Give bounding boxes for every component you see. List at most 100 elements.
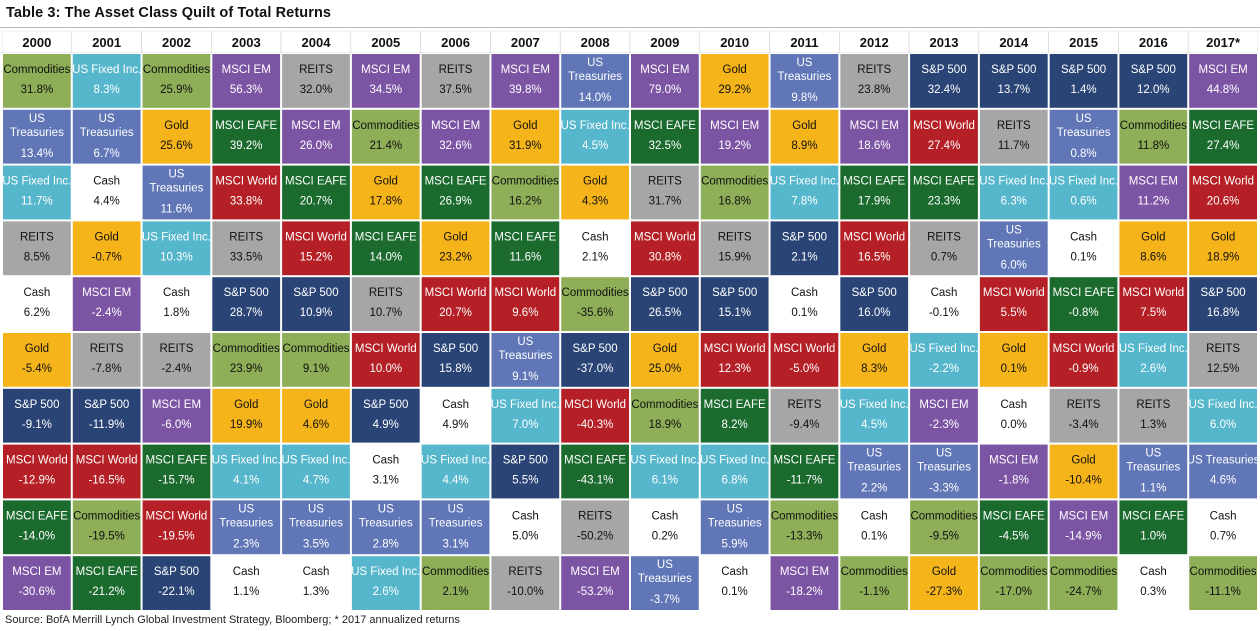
quilt-cell	[420, 555, 491, 611]
asset-name: REITS	[439, 64, 473, 76]
return-value: 16.2%	[509, 196, 542, 208]
asset-name: MSCI EM	[640, 64, 689, 76]
quilt-cell	[2, 53, 72, 109]
asset-name: Commodities	[213, 343, 280, 355]
return-value: -16.5%	[88, 475, 124, 487]
return-value: 9.1%	[303, 363, 329, 375]
return-value: 12.5%	[1207, 363, 1240, 375]
return-value: 15.8%	[439, 363, 472, 375]
return-value: 1.8%	[163, 307, 189, 319]
asset-name: REITS	[1206, 343, 1240, 355]
asset-name: MSCI EAFE	[215, 120, 277, 132]
quilt-cell	[141, 220, 212, 277]
return-value: 39.8%	[509, 84, 542, 96]
quilt-cell	[1048, 555, 1119, 611]
asset-name: MSCI World	[1053, 343, 1115, 355]
asset-name: US Fixed Inc.	[281, 455, 350, 467]
return-value: 4.1%	[233, 475, 259, 487]
return-value: 2.6%	[373, 586, 399, 598]
quilt-cell	[2, 499, 72, 556]
return-value: -18.2%	[786, 586, 822, 598]
title-divider	[0, 27, 1260, 28]
asset-name: MSCI EAFE	[425, 176, 487, 188]
return-value: -9.5%	[929, 530, 959, 542]
return-value: -11.7%	[787, 475, 823, 487]
return-value: -3.7%	[650, 594, 680, 606]
return-value: 18.9%	[1207, 251, 1240, 263]
asset-name: MSCI EM	[919, 399, 968, 411]
asset-name: US Fixed Inc.	[72, 64, 141, 76]
asset-name: Commodities	[980, 566, 1047, 578]
quilt-cell	[141, 53, 212, 109]
asset-name: REITS	[718, 231, 752, 243]
asset-name: MSCI EAFE	[285, 176, 347, 188]
asset-name: REITS	[997, 120, 1031, 132]
asset-name: US Fixed Inc.	[491, 399, 560, 411]
return-value: 5.0%	[512, 530, 538, 542]
quilt-cell	[141, 499, 212, 556]
quilt-cell	[630, 387, 700, 444]
quilt-cell	[350, 555, 421, 611]
return-value: 11.6%	[509, 251, 541, 263]
return-value: -4.5%	[999, 530, 1029, 542]
quilt-cell	[909, 53, 979, 109]
asset-name: MSCI World	[983, 287, 1045, 299]
asset-name: US Fixed Inc.	[979, 176, 1048, 188]
asset-name: Commodities	[143, 64, 210, 76]
return-value: 19.2%	[718, 140, 751, 152]
return-value: -2.4%	[92, 307, 122, 319]
quilt-cell	[1188, 108, 1258, 165]
quilt-cell	[350, 443, 421, 500]
return-value: 0.1%	[1001, 363, 1027, 375]
quilt-cell	[490, 276, 561, 332]
quilt-cell	[350, 164, 421, 221]
asset-name: Gold	[583, 176, 607, 188]
asset-name: US	[657, 559, 673, 571]
quilt-cell	[420, 164, 491, 221]
return-value: 2.1%	[791, 251, 817, 263]
asset-name: Treasuries	[708, 517, 762, 529]
return-value: 5.5%	[1001, 307, 1027, 319]
return-value: 4.5%	[582, 140, 608, 152]
asset-name: US	[378, 503, 394, 515]
quilt-cell	[769, 276, 840, 332]
asset-name: Commodities	[1190, 566, 1257, 578]
return-value: 14.0%	[579, 92, 612, 104]
quilt-cell	[1048, 53, 1119, 109]
return-value: -0.7%	[92, 251, 122, 263]
asset-name: Treasuries	[498, 350, 552, 362]
return-value: 21.4%	[369, 140, 402, 152]
asset-name: Treasuries	[10, 127, 64, 139]
quilt-cell	[699, 108, 770, 165]
quilt-cell	[978, 332, 1049, 388]
asset-name: MSCI World	[355, 343, 417, 355]
quilt-cell	[71, 443, 142, 500]
quilt-cell	[420, 220, 491, 277]
asset-name: US	[168, 169, 184, 181]
year-label: 2011	[790, 35, 818, 50]
asset-name: REITS	[508, 566, 542, 578]
quilt-cell	[211, 387, 282, 444]
return-value: -1.8%	[999, 475, 1029, 487]
return-value: 0.3%	[1140, 586, 1166, 598]
return-value: 27.4%	[928, 140, 961, 152]
return-value: 10.7%	[369, 307, 402, 319]
quilt-cell	[978, 443, 1049, 500]
asset-name: US Fixed Inc.	[630, 455, 699, 467]
quilt-cell	[211, 443, 282, 500]
quilt-cell	[141, 108, 212, 165]
asset-name: Gold	[653, 343, 677, 355]
return-value: 4.6%	[1210, 475, 1236, 487]
quilt-cell	[420, 499, 491, 556]
return-value: 6.1%	[652, 475, 678, 487]
asset-name: Cash	[1000, 399, 1027, 411]
return-value: 0.7%	[1210, 530, 1236, 542]
return-value: 3.5%	[303, 538, 329, 550]
year-label: 2009	[650, 35, 679, 50]
quilt-cell	[839, 108, 910, 165]
quilt-cell	[1048, 387, 1119, 444]
asset-name: Gold	[932, 566, 956, 578]
asset-name: Commodities	[631, 399, 698, 411]
asset-name: S&P 500	[1131, 64, 1176, 76]
quilt-cell	[909, 276, 979, 332]
